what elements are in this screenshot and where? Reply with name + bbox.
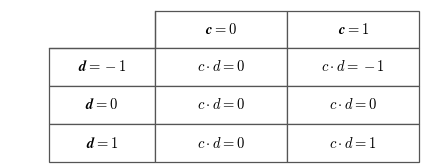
Text: $\boldsymbol{d = 0}$: $\boldsymbol{d = 0}$ [85,97,118,112]
Text: $\boldsymbol{d = 1}$: $\boldsymbol{d = 1}$ [86,136,118,151]
Bar [155,48,287,86]
Text: $c \cdot d = 0$: $c \cdot d = 0$ [197,59,245,74]
Text: $c \cdot d = 1$: $c \cdot d = 1$ [329,136,377,151]
Text: $\boldsymbol{c = 1}$: $\boldsymbol{c = 1}$ [337,22,368,37]
Bar [287,86,419,124]
Text: $\boldsymbol{c = 0}$: $\boldsymbol{c = 0}$ [205,22,237,37]
Text: $c \cdot d = 0$: $c \cdot d = 0$ [197,97,245,112]
Text: $c \cdot d = 0$: $c \cdot d = 0$ [197,136,245,151]
Text: $c \cdot d = -1$: $c \cdot d = -1$ [321,59,385,74]
Bar [155,124,287,162]
Bar [49,86,155,124]
Bar [155,86,287,124]
Bar [287,11,419,48]
Bar [287,124,419,162]
Bar [287,48,419,86]
Bar [155,11,287,48]
Text: $c \cdot d = 0$: $c \cdot d = 0$ [329,97,377,112]
Bar [49,124,155,162]
Bar [49,48,155,86]
Text: $\boldsymbol{d = -1}$: $\boldsymbol{d = -1}$ [78,59,126,74]
